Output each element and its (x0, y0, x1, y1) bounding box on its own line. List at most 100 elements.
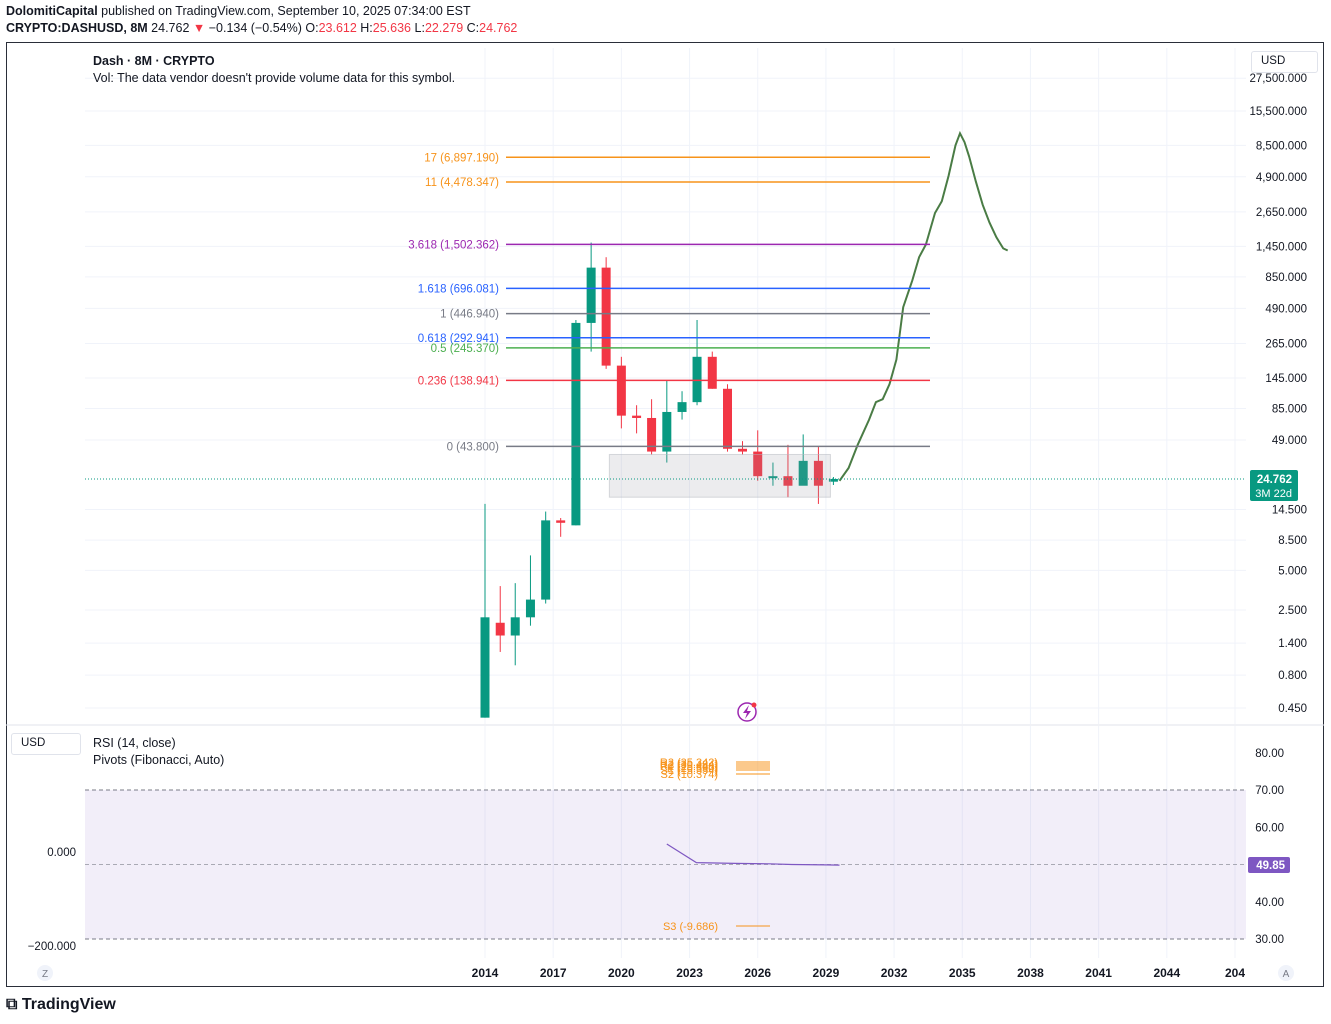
fib-level-label: 0.618 (292.941) (418, 333, 499, 345)
candle-body (662, 411, 672, 452)
candle-body (556, 520, 566, 523)
x-tick-label: 2023 (676, 966, 703, 980)
y-tick-label: 265.000 (1265, 339, 1307, 351)
publisher-name[interactable]: DolomitiCapital (6, 4, 98, 18)
candle-body (798, 460, 808, 486)
y-tick-label: 27,500.000 (1249, 73, 1307, 85)
y-tick-label: 0.450 (1278, 703, 1307, 715)
fib-level-label: 17 (6,897.190) (424, 152, 499, 164)
x-tick-label: 2017 (540, 966, 567, 980)
pivot-label: R1 (25.448) (660, 761, 718, 773)
x-tick-label: 2038 (1017, 966, 1044, 980)
fib-level-label: 0.5 (245.370) (431, 343, 500, 355)
currency-selector-main[interactable]: USD (1251, 51, 1318, 73)
rsi-tick-label: 40.00 (1255, 897, 1284, 909)
rsi-background-band (85, 790, 1246, 939)
y-tick-label: 8,500.000 (1256, 140, 1307, 152)
candle-body (510, 617, 520, 636)
fib-level-label: 3.618 (1,502.362) (408, 239, 499, 251)
y-tick-label: 49.000 (1272, 435, 1307, 447)
fib-layer: 17 (6,897.190) 11 (4,478.347) 3.618 (1,502… (408, 152, 930, 933)
rsi-tick-label: 80.00 (1255, 748, 1284, 760)
rsi-band (85, 789, 1246, 940)
x-tick-label: 2041 (1085, 966, 1112, 980)
x-tick-label: 2032 (881, 966, 908, 980)
rsi-legend[interactable]: RSI (14, close) (93, 736, 176, 750)
symbol-label: CRYPTO:DASHUSD, 8M (6, 21, 148, 35)
y-tick-label: 490.000 (1265, 303, 1307, 315)
y-tick-label: 4,900.000 (1256, 172, 1307, 184)
pivot-label: S1 (15.554) (661, 765, 718, 777)
candle-body (813, 460, 823, 486)
x-tick-label: 2035 (949, 966, 976, 980)
candle-body (586, 267, 596, 323)
pivot-label: S2 (10.374) (661, 769, 718, 781)
currency-selector-sub[interactable]: USD (11, 733, 81, 755)
y-tick-label: 85.000 (1272, 403, 1307, 415)
x-tick-label: 2029 (813, 966, 840, 980)
candle-body (480, 617, 490, 718)
rsi-value-tag (1248, 857, 1290, 874)
last-price-tag-value: 24.762 (1257, 474, 1292, 486)
fib-level-label: 11 (4,478.347) (425, 177, 499, 189)
fib-level-label: 0.236 (138.941) (418, 375, 499, 387)
fib-level-label: 0 (43.800) (447, 441, 500, 453)
chart-title[interactable]: Dash · 8M · CRYPTO (93, 54, 215, 68)
candle-body (753, 451, 763, 477)
candle-body (601, 267, 611, 366)
candle-body (828, 478, 838, 482)
auto-scale-button-icon (1278, 965, 1294, 981)
candle-body (707, 356, 717, 389)
fib-level-label: 1.618 (696.081) (418, 283, 499, 295)
last-price-countdown: 3M 22d (1255, 488, 1292, 500)
candle-body (541, 520, 551, 600)
range-box (608, 453, 831, 498)
last-price-tag (1250, 469, 1298, 501)
pivot-label: P (20.590) (667, 763, 718, 775)
candle-body (723, 388, 732, 449)
candle-body (647, 417, 657, 452)
candle-body (571, 322, 581, 526)
ohlc-header: CRYPTO:DASHUSD, 8M 24.762 ▼ −0.134 (−0.5… (6, 21, 517, 35)
tradingview-logo-icon: ⧉ (6, 996, 18, 1013)
x-tick-label: 2020 (608, 966, 635, 980)
pivots-legend[interactable]: Pivots (Fibonacci, Auto) (93, 753, 225, 767)
chart-frame (6, 42, 1324, 987)
y-tick-label: 145.000 (1265, 373, 1307, 385)
candle-body (525, 599, 535, 618)
rsi-line (666, 843, 840, 866)
open-label: O: (305, 21, 319, 35)
y-tick-label: 15,500.000 (1249, 106, 1307, 118)
axis-layer: 2014 2017 2020 2023 2026 2029 2032 2035 2038 2041… (28, 73, 1307, 980)
tradingview-logo[interactable]: ⧉ TradingView (6, 996, 116, 1014)
y-tick-label: 14.500 (1272, 505, 1307, 517)
candle-body (677, 402, 687, 412)
x-tick-label: 2014 (472, 966, 499, 980)
rsi-left-scale-label: −200.000 (28, 941, 76, 953)
candle-body (495, 622, 505, 636)
fib-level-label: 1 (446.940) (440, 309, 499, 321)
high-value: 25.636 (372, 21, 412, 35)
rsi-value-tag-text: 49.85 (1256, 860, 1285, 872)
publish-info: published on TradingView.com, September … (101, 4, 471, 18)
tradingview-logo-text: TradingView (21, 996, 116, 1013)
lightning-bolt-icon (743, 705, 751, 719)
open-value: 23.612 (318, 21, 357, 35)
down-arrow-icon: ▼ (192, 21, 206, 35)
volume-note: Vol: The data vendor doesn't provide vol… (93, 71, 456, 85)
y-tick-label: 0.800 (1278, 670, 1307, 682)
y-tick-label: 8.500 (1278, 535, 1307, 547)
low-value: 22.279 (424, 21, 464, 35)
rsi-left-scale-label: 0.000 (47, 847, 76, 859)
change-value: −0.134 (−0.54%) (208, 21, 302, 35)
y-tick-label: 1.400 (1278, 638, 1307, 650)
close-label: C: (466, 21, 480, 35)
y-tick-label: 5.000 (1278, 565, 1307, 577)
pivot-label: R2 (30.484) (660, 759, 718, 771)
tag-layer: 24.762 3M 22d 49.85 Z A (37, 469, 1298, 981)
projection-line (838, 130, 1009, 482)
rsi-tick-label: 60.00 (1255, 822, 1284, 834)
publish-header: DolomitiCapital published on TradingView… (6, 4, 471, 18)
rsi-tick-label: 70.00 (1255, 785, 1284, 797)
